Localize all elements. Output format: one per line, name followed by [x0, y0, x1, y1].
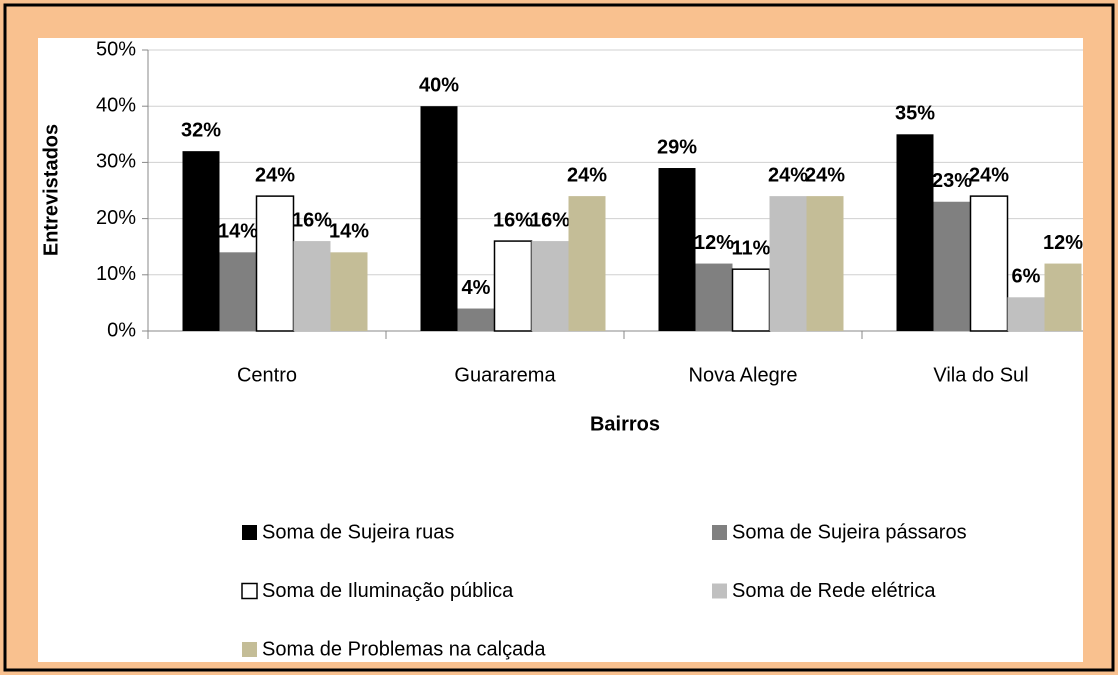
data-label: 16%	[292, 209, 332, 231]
bar	[1007, 297, 1045, 331]
bar	[330, 252, 368, 331]
bar	[933, 201, 971, 331]
data-label: 29%	[657, 136, 697, 158]
y-tick-label: 50%	[96, 38, 136, 60]
x-tick-label: Centro	[237, 364, 297, 386]
legend-label: Soma de Iluminação pública	[262, 580, 514, 602]
bar	[731, 268, 771, 332]
x-tick-label: Vila do Sul	[933, 364, 1028, 386]
y-tick-label: 0%	[107, 319, 136, 341]
y-tick-label: 10%	[96, 263, 136, 285]
data-label: 16%	[493, 209, 533, 231]
x-axis-title: Bairros	[590, 413, 660, 435]
bar	[457, 308, 495, 331]
data-label: 35%	[895, 103, 935, 125]
data-label: 40%	[419, 74, 459, 96]
bar	[293, 241, 331, 331]
y-tick-label: 30%	[96, 151, 136, 173]
bar	[969, 195, 1009, 332]
bar	[493, 240, 533, 332]
bar	[896, 134, 934, 331]
bar	[531, 241, 569, 331]
bar	[695, 263, 733, 331]
data-label: 24%	[969, 164, 1009, 186]
data-label: 24%	[768, 164, 808, 186]
bar	[806, 196, 844, 331]
data-label: 12%	[694, 232, 734, 254]
bar	[182, 151, 220, 331]
bar	[568, 196, 606, 331]
data-label: 4%	[462, 277, 491, 299]
x-tick-label: Nova Alegre	[689, 364, 798, 386]
data-label: 14%	[218, 221, 258, 243]
bar	[420, 106, 458, 331]
legend-label: Soma de Sujeira ruas	[262, 521, 454, 543]
legend-swatch	[242, 642, 257, 657]
data-label: 32%	[181, 119, 221, 141]
bar	[255, 195, 295, 332]
legend-swatch	[712, 583, 727, 599]
y-axis-title: Entrevistados	[40, 124, 62, 256]
data-label: 16%	[530, 209, 570, 231]
data-label: 24%	[567, 164, 607, 186]
bar	[1044, 263, 1082, 331]
bar	[219, 252, 257, 331]
bar	[769, 196, 807, 331]
legend-swatch	[242, 525, 257, 540]
data-label: 24%	[255, 164, 295, 186]
bar	[658, 168, 696, 331]
y-tick-label: 40%	[96, 94, 136, 116]
data-label: 6%	[1012, 266, 1041, 288]
legend-label: Soma de Problemas na calçada	[262, 638, 546, 660]
legend-label: Soma de Rede elétrica	[732, 580, 936, 602]
data-label: 24%	[805, 164, 845, 186]
legend-label: Soma de Sujeira pássaros	[732, 521, 967, 543]
legend-swatch	[712, 525, 727, 540]
data-label: 14%	[329, 221, 369, 243]
x-tick-label: Guararema	[454, 364, 556, 386]
legend-swatch	[241, 582, 258, 600]
data-label: 11%	[732, 237, 771, 259]
y-tick-label: 20%	[96, 207, 136, 229]
data-label: 23%	[932, 170, 972, 192]
data-label: 12%	[1043, 232, 1083, 254]
